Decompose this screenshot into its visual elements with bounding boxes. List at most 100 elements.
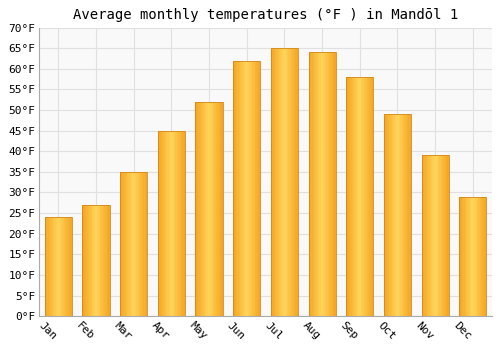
Bar [403, 114, 404, 316]
Bar [398, 114, 399, 316]
Bar [322, 52, 324, 316]
Bar [410, 114, 411, 316]
Bar [316, 52, 318, 316]
Bar [279, 48, 280, 316]
Bar [365, 77, 366, 316]
Bar [460, 197, 486, 316]
Bar [69, 217, 70, 316]
Bar [216, 102, 217, 316]
Bar [372, 77, 374, 316]
Bar [254, 61, 255, 316]
Bar [290, 48, 291, 316]
Bar [271, 48, 272, 316]
Bar [431, 155, 432, 316]
Bar [159, 131, 160, 316]
Bar [64, 217, 65, 316]
Bar [318, 52, 320, 316]
Bar [46, 217, 48, 316]
Bar [178, 131, 180, 316]
Bar [422, 155, 423, 316]
Bar [218, 102, 220, 316]
Bar [481, 197, 482, 316]
Bar [248, 61, 250, 316]
Bar [294, 48, 296, 316]
Bar [353, 77, 354, 316]
Bar [259, 61, 260, 316]
Bar [462, 197, 464, 316]
Bar [278, 48, 279, 316]
Bar [158, 131, 159, 316]
Bar [100, 205, 102, 316]
Bar [172, 131, 174, 316]
Bar [404, 114, 406, 316]
Bar [89, 205, 90, 316]
Bar [274, 48, 275, 316]
Bar [423, 155, 424, 316]
Bar [234, 61, 236, 316]
Bar [440, 155, 442, 316]
Bar [130, 172, 131, 316]
Title: Average monthly temperatures (°F ) in Mandōl 1: Average monthly temperatures (°F ) in Ma… [73, 8, 458, 22]
Bar [466, 197, 468, 316]
Bar [392, 114, 394, 316]
Bar [122, 172, 123, 316]
Bar [400, 114, 402, 316]
Bar [384, 114, 386, 316]
Bar [470, 197, 472, 316]
Bar [164, 131, 166, 316]
Bar [352, 77, 353, 316]
Bar [131, 172, 132, 316]
Bar [102, 205, 103, 316]
Bar [395, 114, 396, 316]
Bar [170, 131, 172, 316]
Bar [276, 48, 278, 316]
Bar [296, 48, 298, 316]
Bar [45, 217, 46, 316]
Bar [65, 217, 66, 316]
Bar [361, 77, 362, 316]
Bar [427, 155, 428, 316]
Bar [140, 172, 142, 316]
Bar [354, 77, 356, 316]
Bar [469, 197, 470, 316]
Bar [68, 217, 69, 316]
Bar [407, 114, 408, 316]
Bar [62, 217, 64, 316]
Bar [128, 172, 130, 316]
Bar [476, 197, 477, 316]
Bar [120, 172, 122, 316]
Bar [357, 77, 358, 316]
Bar [146, 172, 148, 316]
Bar [177, 131, 178, 316]
Bar [174, 131, 176, 316]
Bar [123, 172, 124, 316]
Bar [213, 102, 214, 316]
Bar [435, 155, 436, 316]
Bar [82, 205, 84, 316]
Bar [394, 114, 395, 316]
Bar [209, 102, 210, 316]
Bar [233, 61, 260, 316]
Bar [60, 217, 61, 316]
Bar [424, 155, 426, 316]
Bar [428, 155, 430, 316]
Bar [132, 172, 134, 316]
Bar [134, 172, 135, 316]
Bar [182, 131, 184, 316]
Bar [308, 52, 310, 316]
Bar [49, 217, 50, 316]
Bar [364, 77, 365, 316]
Bar [426, 155, 427, 316]
Bar [120, 172, 148, 316]
Bar [362, 77, 364, 316]
Bar [314, 52, 316, 316]
Bar [286, 48, 287, 316]
Bar [283, 48, 284, 316]
Bar [108, 205, 110, 316]
Bar [330, 52, 332, 316]
Bar [464, 197, 466, 316]
Bar [368, 77, 370, 316]
Bar [57, 217, 58, 316]
Bar [468, 197, 469, 316]
Bar [332, 52, 333, 316]
